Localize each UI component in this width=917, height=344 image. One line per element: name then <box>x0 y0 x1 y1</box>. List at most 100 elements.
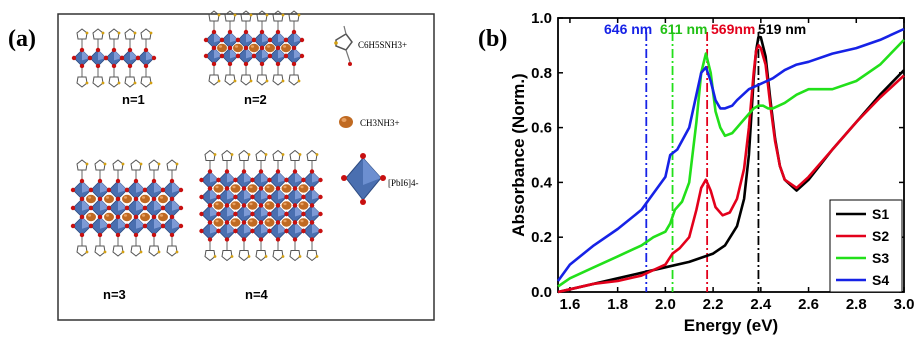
organic-molecule <box>255 241 268 262</box>
x-tick-label: 2.4 <box>750 296 772 313</box>
organic-molecule <box>92 28 105 48</box>
caption-n2: n=2 <box>244 92 267 107</box>
peak-marker-label: 569nm <box>711 21 755 37</box>
organic-molecule <box>208 10 221 30</box>
y-tick-label: 0.8 <box>531 65 552 82</box>
ch3nh3-sphere <box>249 43 259 53</box>
organic-molecule <box>204 149 217 170</box>
organic-molecule <box>255 149 268 170</box>
ch3nh3-sphere <box>298 218 309 227</box>
ch3nh3-sphere <box>122 194 132 204</box>
ch3nh3-sphere <box>264 201 275 210</box>
organic-molecule <box>240 66 253 86</box>
ch3nh3-sphere <box>233 43 243 53</box>
legend-pbi6-text: [PbI6]4- <box>388 178 419 188</box>
organic-molecule <box>256 66 269 86</box>
organic-molecule <box>148 159 161 179</box>
ch3nh3-sphere <box>158 194 168 204</box>
legend-label: S1 <box>872 206 889 222</box>
organic-molecule <box>221 241 234 262</box>
ch3nh3-sphere <box>140 194 150 204</box>
ch3nh3-sphere <box>217 43 227 53</box>
ch3nh3-sphere <box>230 218 241 227</box>
ch3nh3-sphere <box>264 184 275 193</box>
organic-molecule <box>238 241 251 262</box>
x-tick-label: 1.8 <box>607 296 628 313</box>
pbi6-octahedron-icon <box>341 153 386 205</box>
legend-label: S4 <box>872 272 889 288</box>
organic-molecule <box>204 241 217 262</box>
x-axis-label: Energy (eV) <box>684 316 778 335</box>
x-tick-label: 2.0 <box>655 296 676 313</box>
y-tick-label: 0.4 <box>531 174 553 191</box>
ch3nh3-sphere <box>213 218 224 227</box>
y-axis-label: Absorbance (Norm.) <box>509 73 528 236</box>
thiophene-molecule-icon <box>334 25 353 66</box>
octahedron <box>124 196 148 220</box>
ch3nh3-sphere <box>281 43 291 53</box>
plot-frame <box>557 17 905 293</box>
organic-molecule <box>289 241 302 262</box>
octahedron <box>267 29 289 51</box>
organic-molecule <box>108 68 121 88</box>
ch3nh3-sphere <box>298 184 309 193</box>
organic-molecule <box>224 66 237 86</box>
panel-a-label: (a) <box>8 26 36 52</box>
caption-n4: n=4 <box>245 287 269 302</box>
ch3nh3-sphere <box>213 201 224 210</box>
ch3nh3-sphere-icon <box>339 116 353 128</box>
ch3nh3-sphere <box>158 212 168 222</box>
octahedron <box>106 178 130 202</box>
ch3nh3-sphere <box>281 218 292 227</box>
panel-b-label: (b) <box>478 26 507 52</box>
legend-ch3nh3-text: CH3NH3+ <box>360 118 400 128</box>
x-tick-label: 3.0 <box>894 296 915 313</box>
structures-group <box>70 10 323 262</box>
organic-molecule <box>140 28 153 48</box>
organic-molecule <box>240 10 253 30</box>
peak-marker-label: 519 nm <box>758 21 806 37</box>
organic-molecule <box>306 149 319 170</box>
y-tick-label: 0.6 <box>531 120 552 137</box>
octahedron <box>160 178 184 202</box>
ch3nh3-sphere <box>281 184 292 193</box>
organic-molecule <box>166 159 179 179</box>
organic-molecule <box>76 68 89 88</box>
organic-molecule <box>272 10 285 30</box>
organic-molecule <box>148 237 161 257</box>
organic-molecule <box>166 237 179 257</box>
octahedron <box>251 45 273 67</box>
organic-molecule <box>94 159 107 179</box>
organic-molecule <box>272 149 285 170</box>
ch3nh3-sphere <box>247 184 258 193</box>
organic-molecule <box>208 66 221 86</box>
octahedron <box>267 220 289 242</box>
peak-marker-label: 646 nm <box>604 21 652 37</box>
ch3nh3-sphere <box>104 212 114 222</box>
organic-molecule <box>124 68 137 88</box>
organic-molecule <box>92 68 105 88</box>
legend-thiophene-text: C6H5SNH3+ <box>358 40 407 50</box>
series-line-s3 <box>557 38 905 288</box>
organic-molecule <box>130 159 143 179</box>
octahedron <box>88 214 112 238</box>
octahedron <box>267 203 289 225</box>
organic-molecule <box>306 241 319 262</box>
organic-molecule <box>288 66 301 86</box>
y-tick-label: 0.0 <box>531 284 552 301</box>
organic-molecule <box>124 28 137 48</box>
x-tick-label: 2.8 <box>846 296 867 313</box>
octahedron <box>267 45 289 67</box>
organic-molecule <box>238 149 251 170</box>
ch3nh3-sphere <box>247 218 258 227</box>
organic-molecule <box>140 68 153 88</box>
y-tick-label: 0.2 <box>531 229 552 246</box>
x-tick-label: 1.6 <box>560 296 581 313</box>
caption-n1: n=1 <box>122 92 145 107</box>
organic-molecule <box>221 149 234 170</box>
organic-molecule <box>288 10 301 30</box>
series-line-s4 <box>556 27 905 282</box>
organic-molecule <box>76 159 89 179</box>
organic-molecule <box>112 159 125 179</box>
